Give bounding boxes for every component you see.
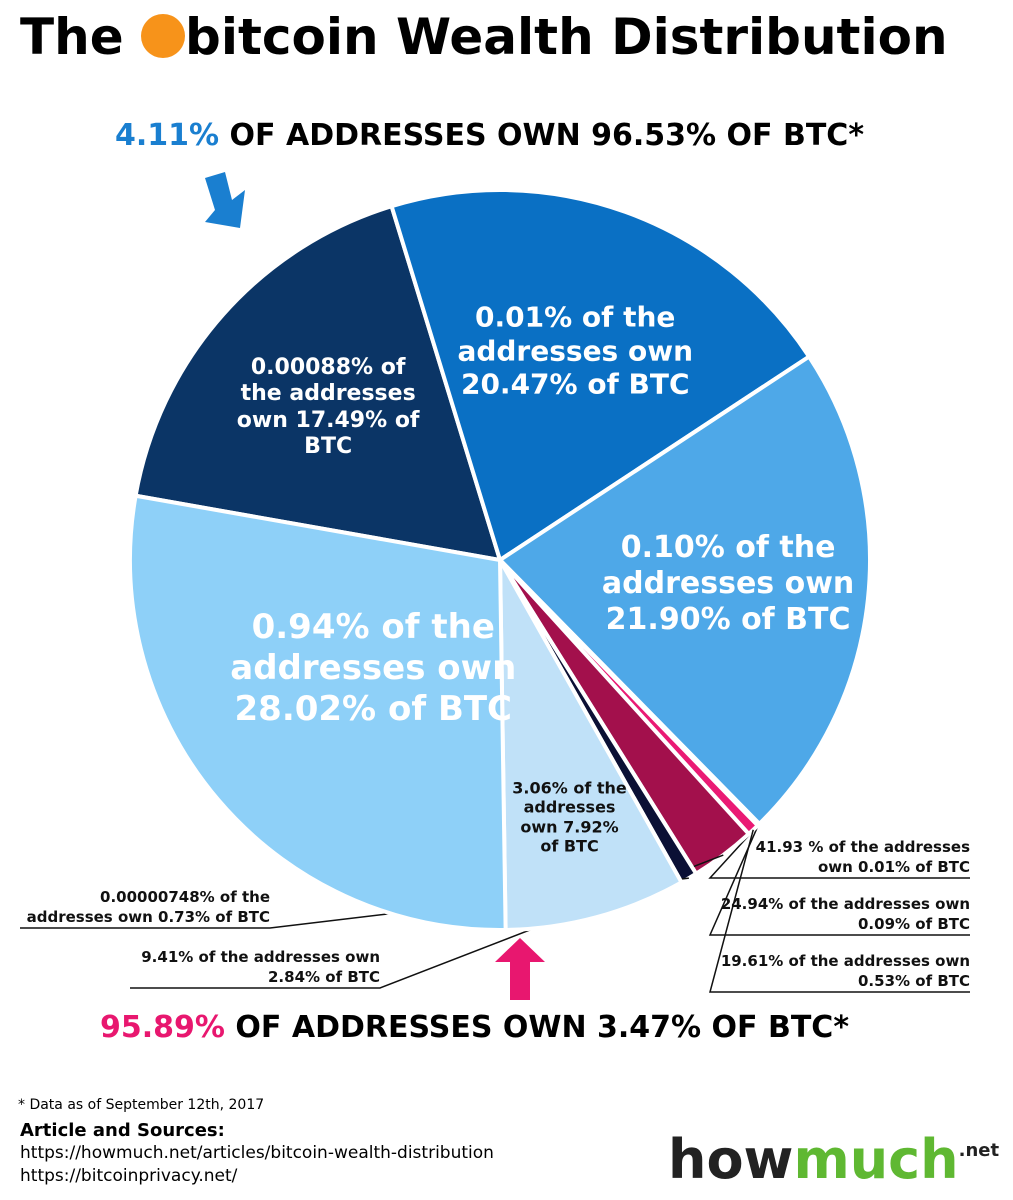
headline-top: 4.11% OF ADDRESSES OWN 96.53% OF BTC* [115, 118, 864, 153]
logo-suffix: .net [958, 1140, 1000, 1161]
leader-line [709, 829, 970, 993]
source-link[interactable]: https://howmuch.net/articles/bitcoin-wea… [20, 1143, 494, 1163]
slice-label: 9.41% of the addresses own 2.84% of BTC [141, 948, 380, 986]
leader-line [708, 824, 970, 936]
slice-label: 3.06% of the addresses own 7.92% of BTC [512, 778, 627, 856]
source-link[interactable]: https://bitcoinprivacy.net/ [20, 1166, 238, 1186]
slice-label: 0.10% of the addresses own 21.90% of BTC [601, 530, 855, 638]
logo-much: much [793, 1128, 959, 1191]
slice [128, 493, 508, 932]
logo: howmuch.net [668, 1128, 999, 1191]
slice-label: 0.94% of the addresses own 28.02% of BTC [230, 606, 517, 729]
bitcoin-icon [141, 14, 186, 58]
headline-highlight: 4.11% [115, 118, 220, 153]
slice [133, 203, 503, 563]
slice [389, 188, 812, 564]
headline-text: OF ADDRESSES OWN 96.53% OF BTC* [229, 118, 865, 153]
headline-highlight: 95.89% [100, 1010, 225, 1045]
headline-bottom: 95.89% OF ADDRESSES OWN 3.47% OF BTC* [100, 1010, 849, 1045]
slice-label: 0.00000748% of the addresses own 0.73% o… [26, 888, 270, 926]
sources-title: Article and Sources: [20, 1120, 225, 1141]
logo-how: how [668, 1128, 794, 1191]
slice-label: 41.93 % of the addresses own 0.01% of BT… [755, 838, 970, 876]
slice-label: 24.94% of the addresses own 0.09% of BTC [720, 895, 970, 933]
title-part: bitcoin Wealth Distribution [185, 8, 948, 66]
slice-label: 0.01% of the addresses own 20.47% of BTC [457, 300, 694, 401]
arrow [205, 172, 245, 228]
headline-text: OF ADDRESSES OWN 3.47% OF BTC* [235, 1010, 850, 1045]
title-part: The [20, 8, 124, 66]
title: The bitcoin Wealth Distribution [20, 8, 948, 66]
footnote: * Data as of September 12th, 2017 [18, 1097, 265, 1113]
arrow [495, 938, 545, 1000]
slice-label: 19.61% of the addresses own 0.53% of BTC [720, 952, 970, 990]
slice [498, 559, 685, 932]
slice [496, 353, 872, 827]
slice-label: 0.00088% of the addresses own 17.49% of … [236, 355, 420, 460]
leader-line [708, 823, 970, 879]
